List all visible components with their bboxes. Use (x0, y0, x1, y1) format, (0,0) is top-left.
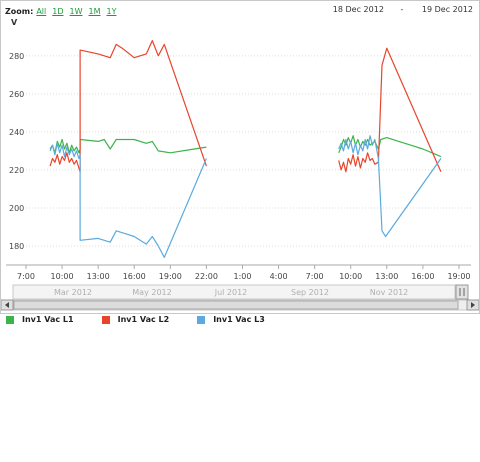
x-tick-label: 19:00 (447, 272, 470, 281)
x-tick-label: 16:00 (123, 272, 146, 281)
legend-swatch-l3 (197, 315, 206, 324)
series-line-l2 (49, 39, 207, 173)
x-tick-label: 4:00 (270, 272, 288, 281)
arrow-right-icon (471, 302, 475, 308)
legend-item-l2[interactable]: Inv1 Vac L2 (101, 315, 170, 324)
zoom-1w-button[interactable]: 1W (69, 6, 83, 16)
legend-swatch-l1 (6, 315, 14, 324)
x-tick-label: 19:00 (159, 272, 182, 281)
legend-swatch-l2 (101, 315, 110, 324)
series-line-l1 (338, 135, 442, 158)
series-line-l3 (338, 135, 442, 238)
arrow-left-icon (5, 302, 9, 308)
chart-container: Zoom: All 1D 1W 1M 1Y 18 Dec 2012 - 19 D… (0, 0, 480, 314)
y-tick-label: 200 (9, 204, 24, 213)
date-range: 18 Dec 2012 - 19 Dec 2012 (331, 5, 473, 14)
navigator-label: Jul 2012 (214, 288, 248, 297)
y-tick-label: 220 (9, 166, 24, 175)
scrollbar-thumb[interactable] (13, 300, 459, 310)
navigator-label: Nov 2012 (370, 288, 409, 297)
legend-item-l1[interactable]: Inv1 Vac L1 (6, 315, 74, 324)
navigator-label: May 2012 (132, 288, 171, 297)
x-tick-label: 7:00 (17, 272, 35, 281)
legend-label-l2: Inv1 Vac L2 (117, 315, 170, 324)
x-tick-label: 22:00 (195, 272, 218, 281)
x-tick-label: 16:00 (411, 272, 434, 281)
zoom-1y-button[interactable]: 1Y (106, 6, 117, 16)
zoom-bar: Zoom: All 1D 1W 1M 1Y (5, 5, 122, 17)
y-tick-label: 180 (9, 242, 24, 251)
zoom-label: Zoom: (5, 6, 34, 16)
zoom-1m-button[interactable]: 1M (88, 6, 101, 16)
zoom-1d-button[interactable]: 1D (52, 6, 64, 16)
date-to[interactable]: 19 Dec 2012 (421, 5, 473, 14)
legend-item-l3[interactable]: Inv1 Vac L3 (197, 315, 265, 324)
y-axis-unit: V (11, 18, 18, 27)
x-tick-label: 7:00 (306, 272, 324, 281)
x-tick-label: 13:00 (87, 272, 110, 281)
navigator-strip (12, 284, 456, 300)
date-separator: - (400, 5, 404, 14)
navigator-label: Sep 2012 (291, 288, 329, 297)
chart-plot: 180 200 220 240 260 280 7:00 10:00 13:00 16:00 19:… (1, 39, 479, 311)
legend: Inv1 Vac L1 Inv1 Vac L2 Inv1 Vac L3 (6, 315, 293, 324)
y-tick-label: 260 (9, 90, 24, 99)
navigator-label: Mar 2012 (54, 288, 92, 297)
series-line-l3 (49, 142, 207, 258)
legend-label-l3: Inv1 Vac L3 (213, 315, 265, 324)
zoom-all-button[interactable]: All (36, 6, 47, 16)
y-tick-label: 280 (9, 52, 24, 61)
x-tick-label: 1:00 (234, 272, 252, 281)
y-tick-label: 240 (9, 128, 24, 137)
series-line-l2 (338, 47, 442, 173)
date-from[interactable]: 18 Dec 2012 (332, 5, 384, 14)
x-tick-label: 10:00 (339, 272, 362, 281)
navigator-handle[interactable] (455, 284, 469, 300)
x-tick-label: 13:00 (375, 272, 398, 281)
legend-label-l1: Inv1 Vac L1 (22, 315, 74, 324)
x-tick-label: 10:00 (51, 272, 74, 281)
series-line-l1 (49, 138, 207, 154)
